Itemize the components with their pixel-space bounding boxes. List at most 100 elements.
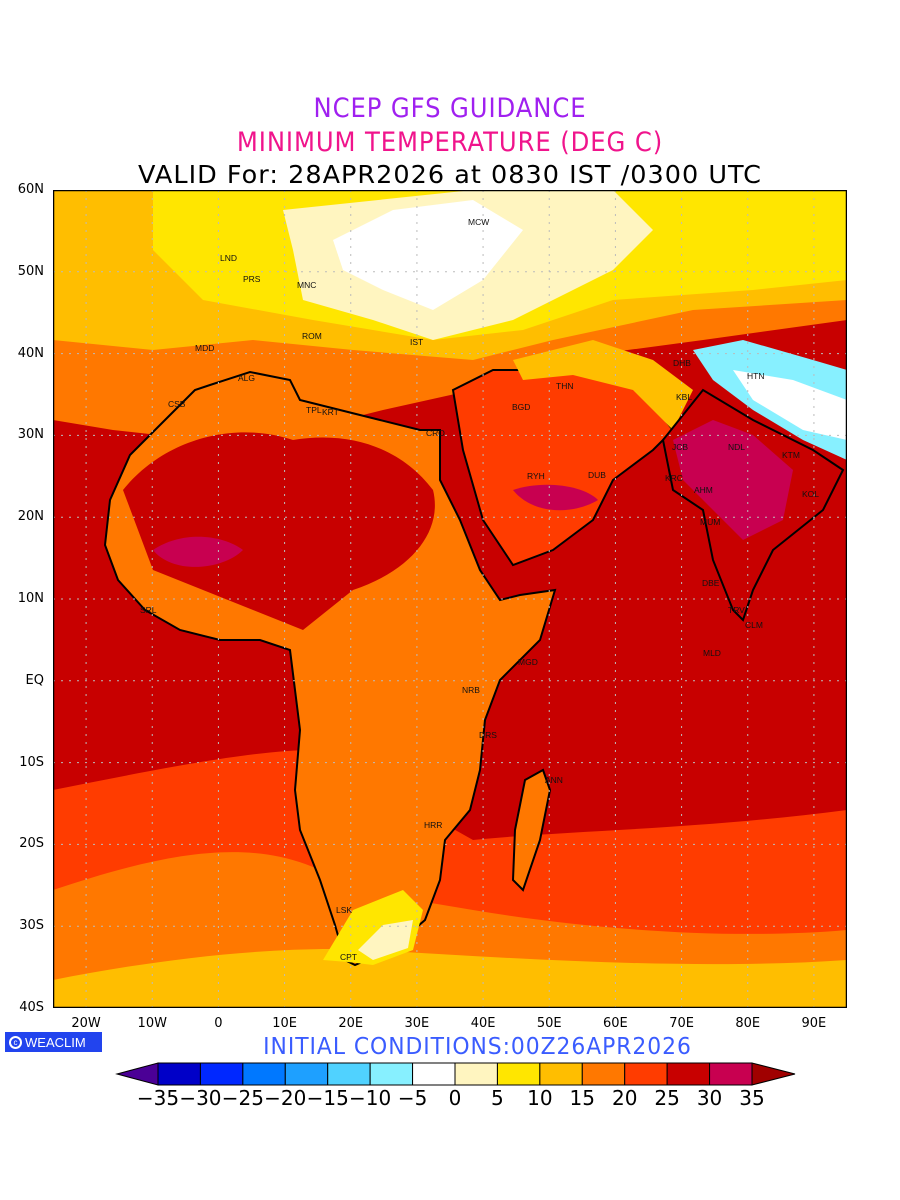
city-label: MUM bbox=[700, 517, 721, 527]
field-tibet-white bbox=[733, 370, 847, 440]
field-south-africa-cream bbox=[358, 920, 413, 960]
colorbar-tick-label: 35 bbox=[739, 1086, 765, 1110]
lat-tick-label: 40S bbox=[19, 1000, 44, 1015]
city-label: KBL bbox=[676, 392, 693, 402]
colorbar-tick-label: 30 bbox=[696, 1086, 723, 1110]
graticule bbox=[53, 190, 847, 1008]
city-label: NDL bbox=[728, 442, 746, 452]
colorbar-tick-label: −30 bbox=[179, 1086, 222, 1110]
colorbar-swatch bbox=[157, 1062, 201, 1086]
city-label: AHM bbox=[694, 485, 713, 495]
city-label: KTM bbox=[782, 450, 800, 460]
field-arabia-magenta bbox=[513, 484, 598, 511]
lat-tick-label: 50N bbox=[17, 263, 44, 279]
colorbar-under-arrow bbox=[115, 1062, 159, 1086]
lat-tick-label: 10S bbox=[19, 754, 44, 770]
lat-tick-label: 10N bbox=[17, 591, 44, 606]
city-label: CSB bbox=[168, 399, 186, 409]
city-label: DBE bbox=[702, 578, 720, 588]
city-label: LND bbox=[220, 253, 238, 263]
lon-tick-label: 20W bbox=[71, 1016, 101, 1031]
colorbar-swatch bbox=[369, 1062, 414, 1086]
temperature-map bbox=[53, 190, 847, 1008]
lon-tick-label: 80E bbox=[735, 1016, 761, 1031]
lon-tick-label: 10E bbox=[272, 1016, 297, 1031]
colorbar-tick-label: 15 bbox=[569, 1086, 595, 1110]
colorbar-swatch bbox=[539, 1062, 583, 1086]
colorbar-tick-label: −10 bbox=[349, 1086, 392, 1110]
colorbar-tick-label: 10 bbox=[527, 1086, 553, 1110]
city-label: JCB bbox=[672, 442, 689, 452]
city-label: NRB bbox=[462, 685, 480, 695]
madagascar-land bbox=[511, 768, 552, 892]
field-10-15 bbox=[53, 949, 847, 1008]
city-label: MCW bbox=[468, 217, 490, 227]
city-label: CLM bbox=[745, 620, 763, 630]
lon-tick-label: 20E bbox=[338, 1016, 364, 1031]
city-label: TPL bbox=[306, 405, 322, 415]
field-iran-amber bbox=[513, 340, 693, 430]
logo-text: WEACLIM bbox=[25, 1034, 86, 1050]
lon-tick-label: 70E bbox=[669, 1016, 694, 1031]
field-sahara-hot bbox=[123, 432, 435, 630]
city-label: THN bbox=[556, 381, 574, 391]
city-label: MGD bbox=[518, 657, 538, 667]
colorbar-swatch bbox=[496, 1062, 541, 1086]
city-label: KOL bbox=[802, 489, 820, 499]
colorbar-tick-label: 20 bbox=[611, 1086, 638, 1110]
colorbar-swatch bbox=[327, 1062, 371, 1086]
colorbar-tick-label: 0 bbox=[448, 1086, 462, 1110]
lon-tick-label: 40E bbox=[470, 1016, 496, 1031]
title-valid-time: VALID For: 28APR2026 at 0830 IST /0300 U… bbox=[138, 160, 762, 189]
city-label: CPT bbox=[340, 952, 357, 962]
city-label: MLD bbox=[703, 648, 721, 658]
title-variable: MINIMUM TEMPERATURE (DEG C) bbox=[236, 127, 664, 158]
city-label: TRV bbox=[728, 605, 745, 615]
lon-tick-label: 0 bbox=[214, 1016, 223, 1031]
colorbar-swatch bbox=[709, 1062, 753, 1086]
field-india-magenta bbox=[673, 420, 793, 540]
colorbar-swatch bbox=[284, 1062, 329, 1086]
colorbar-tick-label: −25 bbox=[221, 1086, 264, 1110]
lat-tick-label: EQ bbox=[25, 672, 44, 688]
lon-tick-label: 10W bbox=[137, 1016, 167, 1031]
city-label: RYH bbox=[527, 471, 545, 481]
lon-tick-label: 50E bbox=[536, 1016, 562, 1031]
colorbar-swatch bbox=[412, 1062, 456, 1086]
city-label: HTN bbox=[747, 371, 765, 381]
lon-tick-label: 30E bbox=[404, 1016, 430, 1031]
city-label: ALG bbox=[238, 373, 256, 383]
colorbar-swatch bbox=[454, 1062, 498, 1086]
city-label: CRO bbox=[426, 428, 445, 438]
city-label: SRL bbox=[140, 605, 157, 615]
city-label: LSK bbox=[336, 905, 353, 915]
city-label: HRR bbox=[424, 820, 443, 830]
colorbar-swatch bbox=[624, 1062, 668, 1086]
city-label: DUB bbox=[588, 470, 606, 480]
lat-tick-label: 30S bbox=[19, 918, 44, 934]
lat-tick-label: 20N bbox=[17, 509, 44, 525]
colorbar-tick-label: 5 bbox=[491, 1086, 504, 1110]
copyright-icon: c bbox=[9, 1035, 22, 1049]
lat-tick-label: 60N bbox=[17, 182, 44, 197]
city-label: KRT bbox=[322, 407, 339, 417]
title-model: NCEP GFS GUIDANCE bbox=[313, 93, 587, 124]
field-sahel-magenta bbox=[153, 536, 243, 567]
city-label: ROM bbox=[302, 331, 322, 341]
colorbar-swatch bbox=[666, 1062, 711, 1086]
lon-tick-label: 90E bbox=[801, 1016, 827, 1031]
city-label: KRC bbox=[665, 473, 683, 483]
initial-conditions: INITIAL CONDITIONS:00Z26APR2026 bbox=[263, 1034, 692, 1060]
map-frame bbox=[53, 190, 847, 1008]
lon-tick-label: 60E bbox=[603, 1016, 628, 1031]
city-label: DRS bbox=[479, 730, 497, 740]
colorbar bbox=[115, 1062, 796, 1086]
colorbar-swatch bbox=[199, 1062, 244, 1086]
city-label: MDD bbox=[195, 343, 215, 353]
city-label: DHB bbox=[673, 358, 691, 368]
lat-tick-label: 40N bbox=[17, 345, 44, 361]
weaclim-logo: c WEACLIM bbox=[5, 1032, 102, 1052]
city-label: BGD bbox=[512, 402, 531, 412]
city-label: ANN bbox=[545, 775, 563, 785]
